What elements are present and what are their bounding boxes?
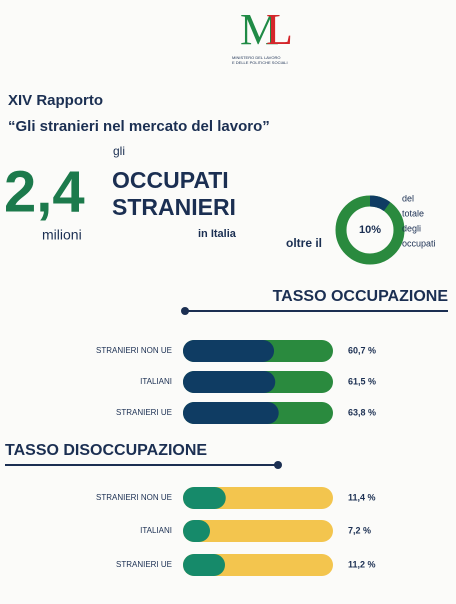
logo-m: M [240,5,279,54]
place: in Italia [198,228,237,240]
bar [183,340,275,362]
title-dot [274,461,282,469]
chart-title: TASSO DISOCCUPAZIONE [5,442,207,459]
logo-l: L [266,5,293,54]
donut-note: degli [402,223,421,233]
bar [183,402,279,424]
bar-track [183,520,333,542]
subtitle: “Gli stranieri nel mercato del lavoro” [8,118,270,135]
bar [183,487,226,509]
category-label: ITALIANI [140,526,172,535]
pre-label: oltre il [286,236,322,250]
unit: milioni [42,227,82,243]
donut-note: del [402,193,414,203]
headline: STRANIERI [112,194,236,220]
value-label: 60,7 % [348,345,376,355]
category-label: STRANIERI UE [116,408,172,417]
pre-label: gli [113,144,125,158]
headline: OCCUPATI [112,167,229,193]
bar [183,520,210,542]
category-label: ITALIANI [140,377,172,386]
donut-segment [369,195,391,212]
value-label: 11,4 % [348,492,376,502]
logo-text: MINISTERO DEL LAVORO [232,55,280,60]
value-label: 63,8 % [348,407,376,417]
donut-label: 10% [359,224,381,236]
chart-title: TASSO OCCUPAZIONE [273,288,449,305]
title-dot [181,307,189,315]
logo-text: E DELLE POLITICHE SOCIALI [232,60,288,65]
donut-note: occupati [402,238,436,248]
donut-note: totale [402,208,424,218]
bar [183,371,276,393]
value-label: 7,2 % [348,525,371,535]
value-label: 61,5 % [348,376,376,386]
title: XIV Rapporto [8,92,103,109]
category-label: STRANIERI NON UE [96,346,172,355]
category-label: STRANIERI UE [116,560,172,569]
big-number: 2,4 [4,159,85,224]
bar [183,554,225,576]
value-label: 11,2 % [348,559,376,569]
category-label: STRANIERI NON UE [96,493,172,502]
